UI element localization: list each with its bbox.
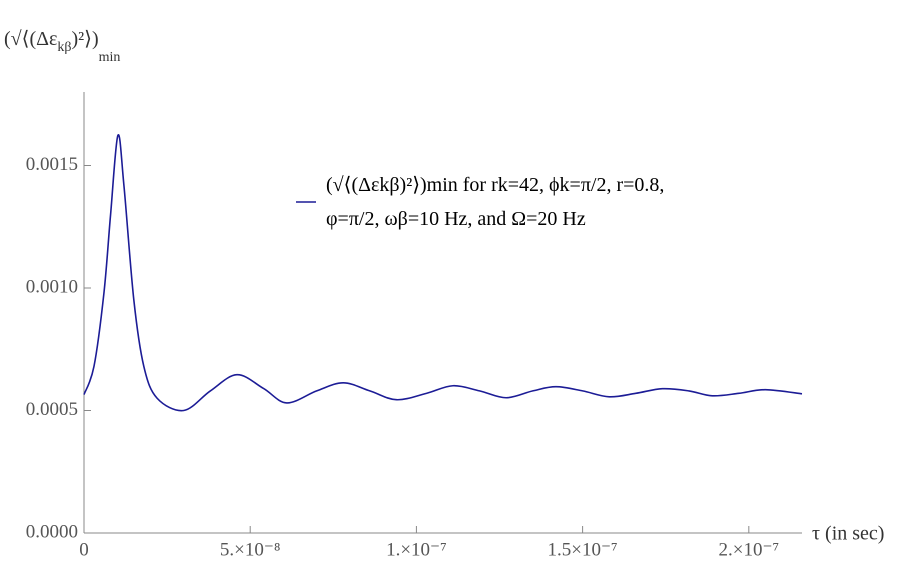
y-tick-label: 0.0000 (26, 521, 78, 542)
y-tick-label: 0.0005 (26, 399, 78, 420)
legend: (√⟨(Δεkβ)²⟩)min for rk=42, ϕk=π/2, r=0.8… (292, 168, 712, 236)
x-axis-label: τ (in sec) (812, 523, 884, 545)
y-tick-label: 0.0015 (26, 154, 78, 175)
x-tick-label: 1.5×10⁻⁷ (548, 539, 618, 560)
legend-label: (√⟨(Δεkβ)²⟩)min for rk=42, ϕk=π/2, r=0.8… (326, 174, 665, 230)
y-tick-label: 0.0010 (26, 276, 78, 297)
y-axis-label: (√⟨(Δεkβ)²⟩)min (4, 28, 120, 66)
y-label-part: min (99, 50, 121, 65)
y-label-part: )²⟩) (71, 28, 98, 50)
x-tick-label: 2.×10⁻⁷ (719, 539, 780, 560)
x-tick-label: 1.×10⁻⁷ (386, 539, 447, 560)
x-tick-label: 0 (79, 539, 89, 560)
line (83, 134, 803, 412)
x-tick-label: 5.×10⁻⁸ (220, 539, 281, 560)
y-label-part: (√⟨(Δε (4, 28, 57, 50)
y-label-part: kβ (57, 40, 71, 55)
